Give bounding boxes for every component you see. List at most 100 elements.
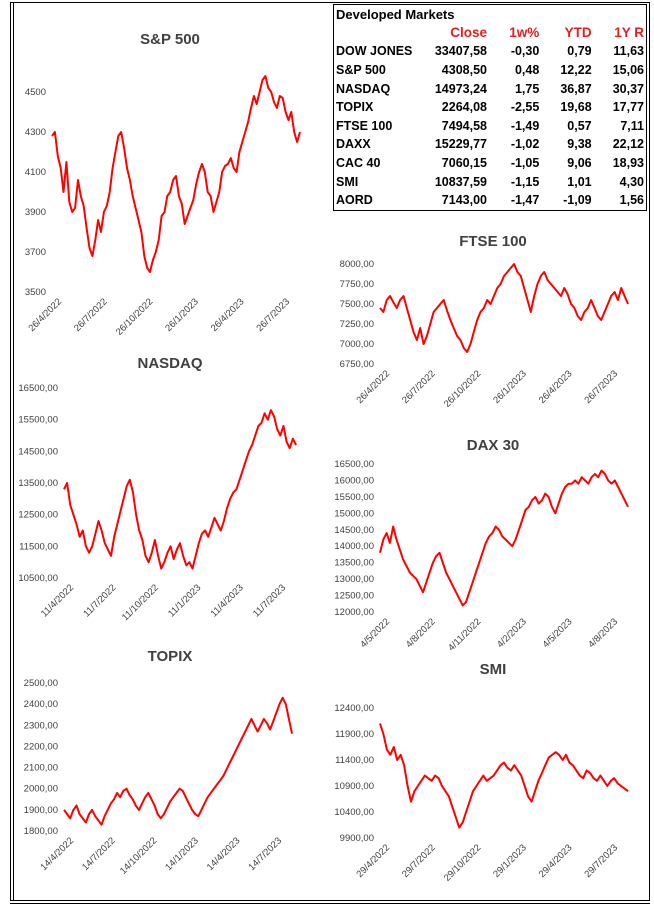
chart-sp500: S&P 500 3500 3700 3900 4100 4300 4500 26/4/2022…: [16, 22, 316, 352]
market-name: TOPIX: [336, 100, 374, 115]
x-tick-label: 14/4/2023: [205, 835, 243, 873]
x-tick-label: 4/5/2023: [541, 616, 575, 650]
table-row: SMI 10837,59 -1,15 1,01 4,30: [334, 172, 646, 191]
ytd-change: 19,68: [560, 100, 592, 115]
year-return: 22,12: [612, 137, 644, 152]
y-tick-label: 1900,00: [24, 805, 58, 816]
table-title-row: Developed Markets: [334, 5, 646, 24]
market-name: SMI: [336, 174, 359, 189]
close-value: 2264,08: [441, 100, 487, 115]
y-tick-label: 4500: [25, 87, 46, 98]
series-line: [379, 469, 629, 607]
y-tick-label: 12000,00: [334, 607, 374, 618]
x-tick-label: 26/7/2022: [72, 296, 110, 334]
table-row: NASDAQ 14973,24 1,75 36,87 30,37: [334, 79, 646, 98]
market-name: DAXX: [336, 137, 371, 152]
y-tick-label: 2200,00: [24, 741, 58, 752]
close-value: 4308,50: [441, 63, 487, 78]
week-change: -1,15: [510, 174, 540, 189]
chart-dax30: DAX 30 12000,00 12500,00 13000,00 13500,00 14…: [330, 432, 648, 654]
week-change: 0,48: [514, 63, 540, 78]
y-tick-label: 4100: [25, 167, 46, 178]
x-tick-label: 29/4/2022: [354, 842, 392, 880]
y-tick-label: 13000,00: [334, 574, 374, 585]
x-tick-label: 14/10/2022: [118, 835, 159, 876]
week-change: -2,55: [510, 100, 540, 115]
market-name: S&P 500: [336, 63, 386, 78]
y-tick-label: 14500,00: [18, 446, 58, 457]
y-tick-label: 2000,00: [24, 784, 58, 795]
x-tick-label: 11/7/2023: [251, 582, 288, 619]
year-return: 4,30: [619, 174, 644, 189]
table-row: DAXX 15229,77 -1,02 9,38 22,12: [334, 135, 646, 154]
y-tick-label: 16500,00: [334, 459, 374, 470]
x-tick-label: 29/7/2023: [582, 842, 620, 880]
x-tick-label: 26/7/2022: [400, 368, 438, 406]
y-tick-label: 2500,00: [24, 678, 58, 689]
x-tick-label: 29/1/2023: [491, 842, 529, 880]
chart-nasdaq: NASDAQ 10500,00 11500,00 12500,00 13500,00 14…: [16, 350, 316, 640]
page-frame: [10, 2, 650, 901]
market-name: DOW JONES: [336, 44, 413, 59]
year-return: 30,37: [612, 81, 644, 96]
y-tick-label: 7750,00: [340, 279, 374, 290]
table-row: CAC 40 7060,15 -1,05 9,06 18,93: [334, 154, 646, 173]
y-tick-label: 16000,00: [334, 475, 374, 486]
x-tick-label: 11/7/2022: [81, 582, 118, 619]
market-name: AORD: [336, 193, 373, 208]
x-tick-label: 11/10/2022: [120, 582, 161, 623]
x-tick-label: 26/1/2023: [163, 296, 201, 334]
table-row: S&P 500 4308,50 0,48 12,22 15,06: [334, 61, 646, 80]
y-tick-label: 16500,00: [18, 383, 58, 394]
y-tick-label: 13500,00: [18, 478, 58, 489]
ytd-change: 0,79: [567, 44, 592, 59]
x-tick-label: 26/10/2022: [442, 368, 483, 409]
year-return: 17,77: [612, 100, 644, 115]
y-tick-label: 14500,00: [334, 525, 374, 536]
x-tick-label: 11/4/2023: [209, 582, 246, 619]
close-value: 7494,58: [441, 118, 487, 133]
y-tick-label: 10400,00: [334, 807, 374, 818]
y-tick-label: 11400,00: [335, 755, 374, 766]
table-header-row: Close 1w% YTD 1Y R: [334, 24, 646, 43]
y-tick-label: 2300,00: [24, 720, 58, 731]
x-tick-label: 26/7/2023: [254, 296, 292, 334]
x-tick-label: 26/4/2022: [354, 368, 392, 406]
x-tick-label: 4/8/2023: [586, 616, 620, 650]
week-change: 1,75: [514, 81, 540, 96]
x-tick-label: 4/5/2022: [358, 616, 392, 650]
x-tick-label: 29/4/2023: [537, 842, 575, 880]
table-row: TOPIX 2264,08 -2,55 19,68 17,77: [334, 98, 646, 117]
frame-left-rule: [13, 2, 14, 901]
close-value: 33407,58: [434, 44, 487, 59]
chart-title: TOPIX: [148, 648, 193, 665]
y-tick-label: 15500,00: [334, 492, 374, 503]
x-tick-label: 14/1/2023: [163, 835, 201, 873]
chart-title: NASDAQ: [137, 355, 202, 372]
week-change: -1,47: [510, 193, 540, 208]
close-value: 15229,77: [434, 137, 487, 152]
market-name: NASDAQ: [336, 81, 391, 96]
year-return: 11,63: [613, 44, 644, 59]
series-line: [379, 723, 629, 829]
x-tick-label: 14/4/2022: [38, 835, 76, 873]
close-value: 14973,24: [434, 81, 487, 96]
week-change: -0,30: [510, 44, 540, 59]
x-tick-label: 14/7/2023: [246, 835, 284, 873]
ytd-change: 9,06: [567, 156, 592, 171]
x-tick-label: 26/1/2023: [491, 368, 529, 406]
y-tick-label: 11500,00: [19, 541, 58, 552]
ytd-change: 12,22: [560, 63, 592, 78]
chart-ftse100: FTSE 100 6750,00 7000,00 7250,00 7500,00 7750…: [330, 226, 648, 416]
chart-title: S&P 500: [140, 31, 200, 48]
x-tick-label: 26/7/2023: [582, 368, 620, 406]
ytd-change: -1,09: [563, 193, 592, 208]
y-tick-label: 12500,00: [334, 591, 374, 602]
y-tick-label: 3900: [25, 207, 46, 218]
x-tick-label: 26/4/2023: [209, 296, 247, 334]
table-row: AORD 7143,00 -1,47 -1,09 1,56: [334, 191, 646, 210]
y-tick-label: 12500,00: [18, 510, 58, 521]
market-name: CAC 40: [336, 156, 381, 171]
y-tick-label: 6750,00: [340, 359, 374, 370]
close-value: 7143,00: [441, 193, 487, 208]
